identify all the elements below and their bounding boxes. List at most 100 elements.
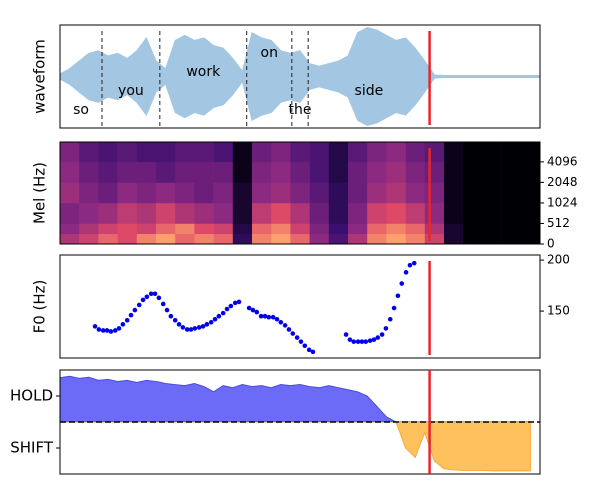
mel-cell [290,223,310,235]
mel-cell [156,182,176,204]
mel-cell [386,223,406,235]
mel-cell [367,142,387,163]
f0-point [172,317,178,323]
mel-cell [136,142,157,163]
f0-point [310,349,316,355]
mel-cell [60,233,80,245]
mel-cell [501,223,522,235]
mel-cell [386,202,406,224]
f0-point [387,316,393,322]
mel-cell [79,142,99,163]
mel-cell [405,223,426,235]
mel-cell [117,223,138,235]
mel-cell [252,142,272,163]
mel-cell [309,161,330,183]
mel-cell [271,161,291,183]
word-label: you [118,83,144,99]
f0-point [168,313,174,319]
f0-point [152,291,158,297]
f0-point [367,338,373,343]
mel-cell [501,233,522,245]
mel-cell [79,223,99,235]
mel-cell [463,161,483,183]
mel-cell [213,233,234,245]
mel-cell [98,202,118,224]
mel-cell [232,182,253,204]
mel-cell [520,202,541,224]
f0-point [298,339,304,344]
f0-point [140,297,146,303]
y-tick-label: 4096 [547,154,578,168]
mel-cell [194,202,214,224]
f0-point [407,262,413,268]
mel-cell [252,202,272,224]
axes-frame [59,24,541,129]
mel-cell [348,233,368,245]
mel-cell [348,142,368,163]
mel-cell [328,223,349,235]
f0-point [220,310,226,316]
y-tick-label: 1024 [547,195,578,209]
f0-point [200,324,206,329]
mel-cell [156,161,176,183]
word-label: so [73,102,89,118]
f0-point [192,326,198,331]
f0-point [286,327,292,332]
mel-cell [367,202,387,224]
axes-frame [59,369,541,475]
mel-cell [194,142,214,163]
mel-cell [348,202,368,224]
f0-point [290,331,296,336]
mel-cell [290,142,310,163]
f0-point [96,327,102,332]
mel-cell [136,233,157,245]
mel-cell [424,182,445,204]
mel-cell [405,233,426,245]
mel-cell [156,202,176,224]
f0-point [274,316,280,322]
mel-cell [60,223,80,235]
mel-cell [213,161,234,183]
mel-cell [501,182,522,204]
mel-cell [213,223,234,235]
f0-point [132,307,138,313]
mel-cell [136,182,157,204]
mel-cell [232,161,253,183]
mel-cell [175,142,195,163]
mel-cell [194,161,214,183]
f0-point [375,335,381,340]
mel-cell [213,202,234,224]
panel: HOLD SHIFT [10,369,541,475]
mel-cell [156,223,176,235]
f0-point [156,295,162,301]
mel-cell [482,233,502,245]
mel-cell [520,182,541,204]
mel-cell [463,202,483,224]
f0-point [383,326,389,331]
mel-cell [194,223,214,235]
f0-point [204,322,210,327]
f0-point [306,347,312,353]
y-axis-label: waveform [31,39,49,114]
mel-cell [252,233,272,245]
y-tick-label: 200 [547,253,570,267]
f0-point [232,300,238,306]
f0-point [228,303,234,309]
word-label: work [186,64,221,80]
y-tick-label: 0 [547,237,555,251]
mel-cell [232,233,253,245]
f0-point [144,294,150,300]
mel-cell [60,142,80,163]
f0-point [180,325,186,330]
f0-point [258,313,264,319]
mel-cell [79,233,99,245]
mel-cell [252,182,272,204]
mel-cell [117,142,138,163]
word-label: side [355,83,384,99]
mel-cell [232,142,253,163]
mel-cell [156,233,176,245]
mel-cell [444,233,464,245]
mel-cell [348,182,368,204]
mel-cell [117,161,138,183]
